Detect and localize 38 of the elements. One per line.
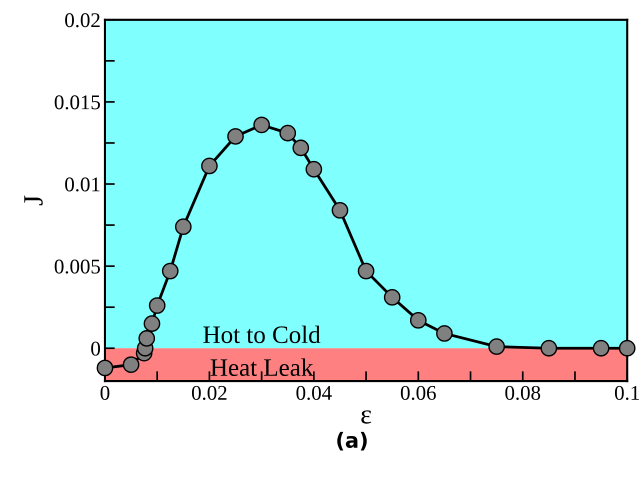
- band-label: Heat Leak: [210, 358, 314, 376]
- point: [410, 312, 427, 329]
- y-tick-label: 0: [91, 342, 100, 356]
- x-tick-label: 0.02: [192, 386, 226, 400]
- point: [122, 356, 140, 373]
- y-tick-label: 0.005: [54, 260, 100, 274]
- point: [96, 360, 114, 376]
- point: [618, 340, 636, 357]
- point: [148, 297, 166, 314]
- point: [227, 128, 244, 145]
- y-axis-title: J: [24, 196, 43, 206]
- point: [253, 116, 270, 134]
- point: [384, 289, 401, 306]
- point: [488, 338, 505, 355]
- text: (a): [337, 432, 367, 450]
- x-tick-label: 0: [100, 386, 110, 400]
- point: [138, 330, 156, 347]
- point: [162, 262, 179, 280]
- band-label: Hot to Cold: [203, 326, 320, 344]
- point: [201, 158, 218, 174]
- point: [436, 325, 453, 342]
- point: [144, 315, 160, 332]
- x-axis-title: ε: [361, 410, 372, 424]
- y-tick-label: 0.01: [65, 177, 100, 192]
- point: [306, 160, 322, 178]
- y-tick-label: 0.02: [65, 13, 100, 28]
- point: [174, 218, 192, 236]
- point: [279, 124, 296, 142]
- point: [592, 340, 610, 357]
- y-tick-label: 0.015: [54, 95, 100, 110]
- x-tick-label: 0.04: [296, 386, 332, 400]
- point: [332, 202, 348, 219]
- point: [292, 140, 310, 156]
- point: [358, 262, 374, 280]
- x-tick-label: 0.1: [614, 386, 639, 400]
- point: [540, 340, 558, 357]
- x-tick-label: 0.06: [400, 386, 436, 400]
- x-tick-label: 0.08: [505, 386, 540, 400]
